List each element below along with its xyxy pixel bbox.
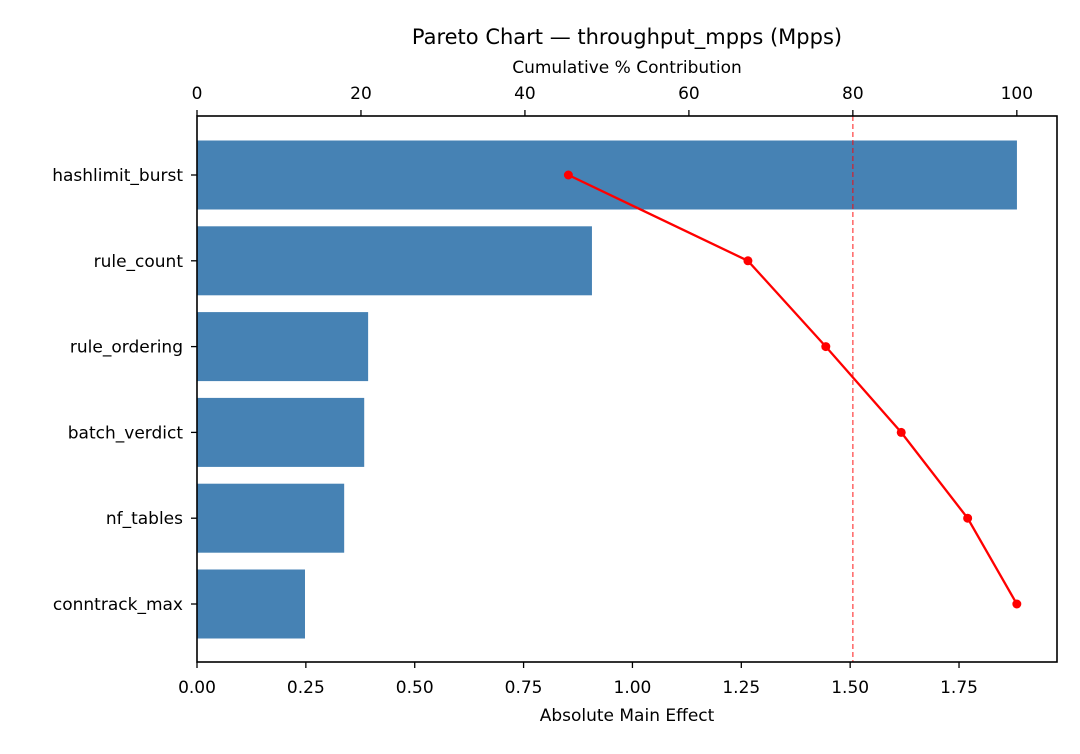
bottom-tick-label: 1.25 — [722, 678, 760, 698]
y-tick-label: batch_verdict — [68, 423, 184, 443]
bar-batch-verdict — [197, 397, 365, 467]
cumulative-line — [567, 173, 1018, 605]
bar-rule-count — [197, 226, 592, 296]
bottom-tick-label: 0.25 — [287, 678, 325, 698]
top-tick-label: 40 — [514, 84, 536, 104]
y-axis-ticks: hashlimit_burst rule_count rule_orderingba… — [52, 166, 197, 615]
top-tick-label: 20 — [350, 84, 372, 104]
cumulative-point — [963, 513, 973, 523]
bottom-axis-label: Absolute Main Effect — [540, 706, 715, 726]
y-tick-label: conntrack_max — [53, 595, 183, 615]
bottom-tick-label: 1.00 — [614, 678, 652, 698]
y-tick-label: rule_count — [94, 252, 184, 272]
bottom-tick-label: 1.50 — [831, 678, 869, 698]
cumulative-line-series — [563, 170, 1022, 609]
bottom-tick-label: 0.75 — [505, 678, 543, 698]
bar-conntrack-max — [197, 569, 305, 639]
y-tick-label: nf_tables — [106, 509, 183, 529]
top-tick-label: 0 — [192, 84, 203, 104]
bottom-axis-ticks: 0.00 0.25 0.50 0.75 1.00 1.25 1.50 1.75 — [178, 662, 978, 698]
y-tick-label: hashlimit_burst — [52, 166, 183, 186]
cumulative-point — [743, 256, 753, 266]
bottom-tick-label: 0.00 — [178, 678, 216, 698]
bar-series — [197, 140, 1017, 639]
y-tick-label: rule_ordering — [70, 338, 183, 358]
top-tick-label: 60 — [678, 84, 700, 104]
top-tick-label: 100 — [1001, 84, 1033, 104]
top-axis-ticks: 0 20 40 60 80 100 — [192, 84, 1033, 116]
chart-title: Pareto Chart — throughput_mpps (Mpps) — [412, 25, 842, 50]
cumulative-point — [563, 170, 573, 180]
top-axis-label: Cumulative % Contribution — [512, 58, 742, 78]
bar-rule-ordering — [197, 312, 369, 382]
bottom-tick-label: 1.75 — [940, 678, 978, 698]
top-tick-label: 80 — [842, 84, 864, 104]
bar-hashlimit-burst — [197, 140, 1017, 210]
cumulative-point — [896, 427, 906, 437]
plot-frame — [196, 115, 1058, 663]
cumulative-point — [1012, 599, 1022, 609]
bar-nf-tables — [197, 483, 345, 553]
cumulative-point — [821, 342, 831, 352]
bottom-tick-label: 0.50 — [396, 678, 434, 698]
plot-border — [196, 115, 1058, 663]
